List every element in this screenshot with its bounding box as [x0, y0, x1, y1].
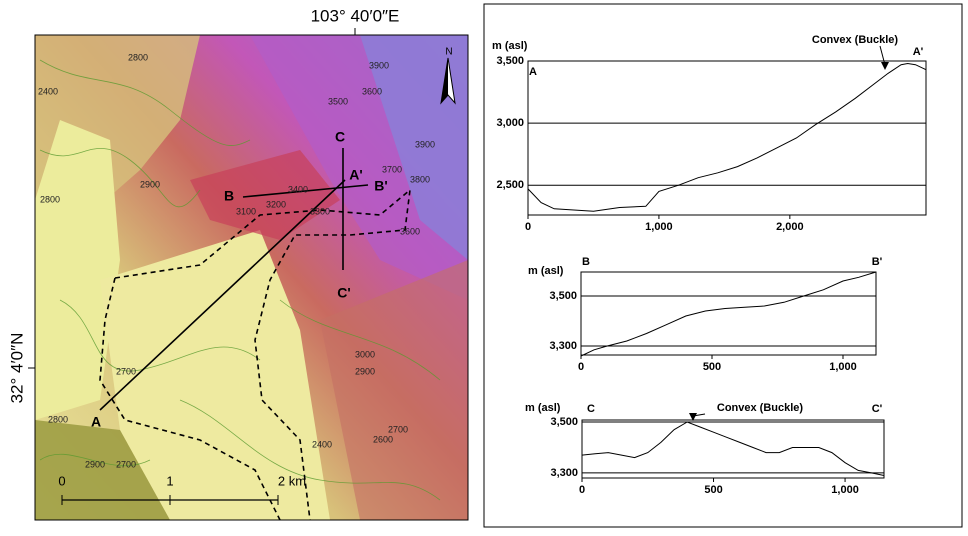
contour-label: 2800 [40, 194, 60, 204]
start-label: C [587, 403, 595, 415]
annotation-arrow [879, 45, 886, 66]
annotation: Convex (Buckle) [812, 34, 899, 46]
contour-label: 2900 [85, 459, 105, 469]
contour-label: 2700 [116, 366, 136, 376]
profile-panel [483, 3, 963, 528]
contour-label: 2700 [116, 459, 136, 469]
contour-label: 2900 [140, 179, 160, 189]
end-label: A' [913, 46, 924, 58]
profile-label: B [224, 188, 234, 204]
profile-line [527, 62, 927, 212]
start-label: A [529, 66, 537, 78]
y-axis-label: m (asl) [525, 402, 561, 414]
y-tick-label: 3,300 [550, 467, 578, 479]
profile-label: C [335, 129, 345, 145]
x-tick-label: 1,000 [831, 484, 859, 496]
longitude-label: 103° 40′0″E [311, 6, 400, 25]
contour-label: 2400 [38, 86, 58, 96]
end-label: C' [872, 403, 883, 415]
profile-line [580, 271, 877, 357]
contour-label: 3000 [355, 349, 375, 359]
arrow-head [689, 413, 697, 421]
profile-label: B' [374, 178, 387, 194]
contour-label: 3200 [266, 199, 286, 209]
contour-label: 2600 [373, 434, 393, 444]
contour-label: 2800 [48, 414, 68, 424]
x-tick-label: 0 [579, 484, 585, 496]
contour-label: 2900 [355, 366, 375, 376]
plot-frame [580, 271, 877, 356]
north-label: N [445, 47, 452, 58]
contour-label: 3900 [415, 139, 435, 149]
contour-label: 3400 [288, 184, 308, 194]
x-tick-label: 1,000 [645, 221, 673, 233]
y-tick-label: 2,500 [496, 179, 524, 191]
latitude-label: 32° 4′0″N [7, 333, 26, 404]
profile-label: C' [337, 285, 350, 301]
plot-frame [581, 419, 885, 479]
annotation: Convex (Buckle) [717, 402, 804, 414]
contour-label: 3900 [369, 60, 389, 70]
profile-label: A [91, 414, 101, 430]
start-label: B [582, 256, 590, 268]
contour-label: 3500 [328, 96, 348, 106]
y-tick-label: 3,300 [549, 340, 577, 352]
arrow-head [881, 62, 889, 70]
contour-label: 2400 [312, 439, 332, 449]
end-label: B' [872, 256, 883, 268]
y-tick-label: 3,500 [496, 55, 524, 67]
map-image [35, 35, 468, 520]
x-tick-label: 500 [704, 484, 722, 496]
profile-line [581, 421, 885, 476]
scale-label: 0 [58, 473, 65, 488]
y-axis-label: m (asl) [528, 265, 564, 277]
x-tick-label: 2,000 [776, 221, 804, 233]
contour-label: 3700 [382, 164, 402, 174]
x-tick-label: 500 [703, 361, 721, 373]
y-tick-label: 3,500 [549, 290, 577, 302]
contour-label: 3600 [362, 86, 382, 96]
plot-frame [527, 60, 927, 216]
y-tick-label: 3,000 [496, 117, 524, 129]
contour-label: 3800 [410, 174, 430, 184]
y-tick-label: 3,500 [550, 416, 578, 428]
contour-label: 2800 [128, 52, 148, 62]
contour-label: 3300 [310, 206, 330, 216]
contour-label: 3600 [400, 226, 420, 236]
scale-label: 1 [166, 473, 173, 488]
y-axis-label: m (asl) [492, 40, 528, 52]
contour-label: 3100 [236, 206, 256, 216]
contour-label: 2700 [388, 424, 408, 434]
map-frame [34, 34, 469, 521]
x-tick-label: 0 [525, 221, 531, 233]
scale-label: 2 km [278, 473, 306, 488]
x-tick-label: 1,000 [829, 361, 857, 373]
profile-label: A' [349, 167, 362, 183]
x-tick-label: 0 [578, 361, 584, 373]
